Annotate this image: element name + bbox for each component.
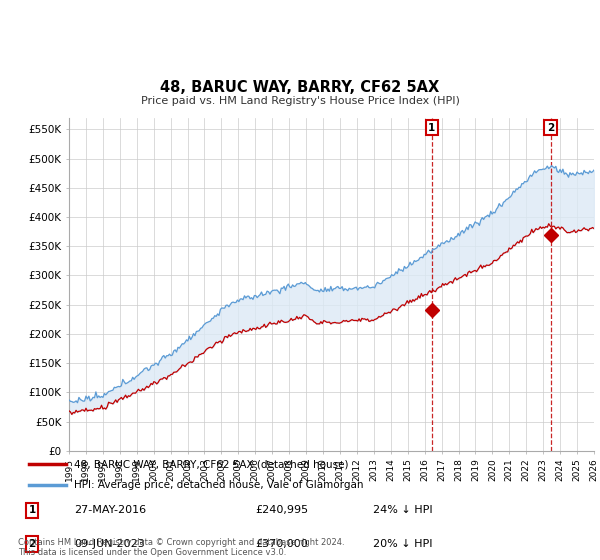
Text: Price paid vs. HM Land Registry's House Price Index (HPI): Price paid vs. HM Land Registry's House …: [140, 96, 460, 106]
Text: 1: 1: [28, 505, 36, 515]
Text: 48, BARUC WAY, BARRY, CF62 5AX: 48, BARUC WAY, BARRY, CF62 5AX: [160, 80, 440, 95]
Text: £370,000: £370,000: [255, 539, 308, 549]
Text: 09-JUN-2023: 09-JUN-2023: [74, 539, 145, 549]
Text: HPI: Average price, detached house, Vale of Glamorgan: HPI: Average price, detached house, Vale…: [74, 480, 364, 490]
Text: 27-MAY-2016: 27-MAY-2016: [74, 505, 146, 515]
Text: 2: 2: [28, 539, 36, 549]
Text: £240,995: £240,995: [255, 505, 308, 515]
Text: 1: 1: [428, 123, 436, 133]
Text: 2: 2: [547, 123, 554, 133]
Text: 48, BARUC WAY, BARRY, CF62 5AX (detached house): 48, BARUC WAY, BARRY, CF62 5AX (detached…: [74, 459, 349, 469]
Text: Contains HM Land Registry data © Crown copyright and database right 2024.
This d: Contains HM Land Registry data © Crown c…: [18, 538, 344, 557]
Text: 20% ↓ HPI: 20% ↓ HPI: [373, 539, 433, 549]
Text: 24% ↓ HPI: 24% ↓ HPI: [373, 505, 433, 515]
